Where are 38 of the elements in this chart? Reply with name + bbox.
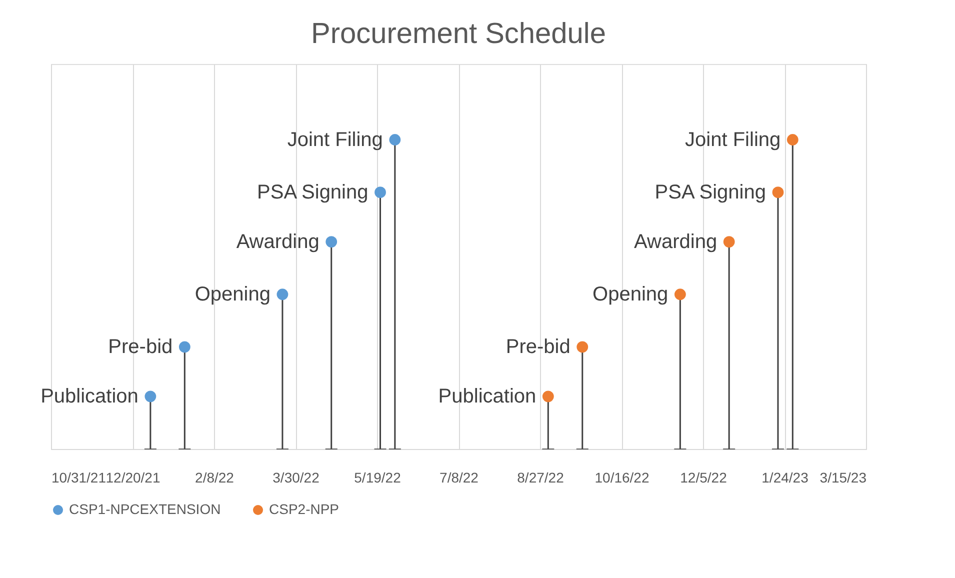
annotation: Opening xyxy=(194,283,270,306)
point xyxy=(786,134,798,146)
x-tick-label: 3/15/23 xyxy=(820,470,867,486)
x-tick-label: 1/24/23 xyxy=(762,470,809,486)
annotation: Awarding xyxy=(634,230,718,253)
x-tick-label: 2/8/22 xyxy=(195,470,234,486)
point xyxy=(389,134,401,146)
legend-label: CSP1-NPCEXTENSION xyxy=(69,501,221,517)
x-tick-label: 3/30/22 xyxy=(272,470,320,486)
x-tick-label: 10/31/21 xyxy=(52,470,106,486)
annotation: Publication xyxy=(40,385,138,408)
x-tick-label: 12/20/21 xyxy=(106,470,160,486)
annotation: Awarding xyxy=(236,230,320,253)
point xyxy=(178,341,190,353)
point xyxy=(144,390,156,402)
x-tick-label: 8/27/22 xyxy=(517,470,564,486)
annotation: PSA Signing xyxy=(257,181,368,204)
legend-label: CSP2-NPP xyxy=(269,501,340,517)
point xyxy=(723,236,735,248)
point xyxy=(326,236,338,248)
point xyxy=(674,288,686,300)
annotation: Pre-bid xyxy=(108,336,173,358)
point xyxy=(542,390,554,402)
annotation: Publication xyxy=(438,385,536,408)
point xyxy=(772,186,784,198)
annotation: Joint Filing xyxy=(287,128,383,151)
annotation: Pre-bid xyxy=(506,336,570,358)
point xyxy=(374,186,386,198)
x-tick-label: 7/8/22 xyxy=(440,470,479,486)
point xyxy=(276,288,288,300)
annotation: PSA Signing xyxy=(654,181,766,204)
annotation: Opening xyxy=(592,283,668,306)
annotation: Joint Filing xyxy=(685,128,781,151)
x-tick-label: 5/19/22 xyxy=(354,470,402,486)
chart-title: Procurement Schedule xyxy=(311,18,606,50)
point xyxy=(576,341,588,353)
x-tick-label: 10/16/22 xyxy=(594,470,650,486)
x-tick-label: 12/5/22 xyxy=(680,470,728,486)
